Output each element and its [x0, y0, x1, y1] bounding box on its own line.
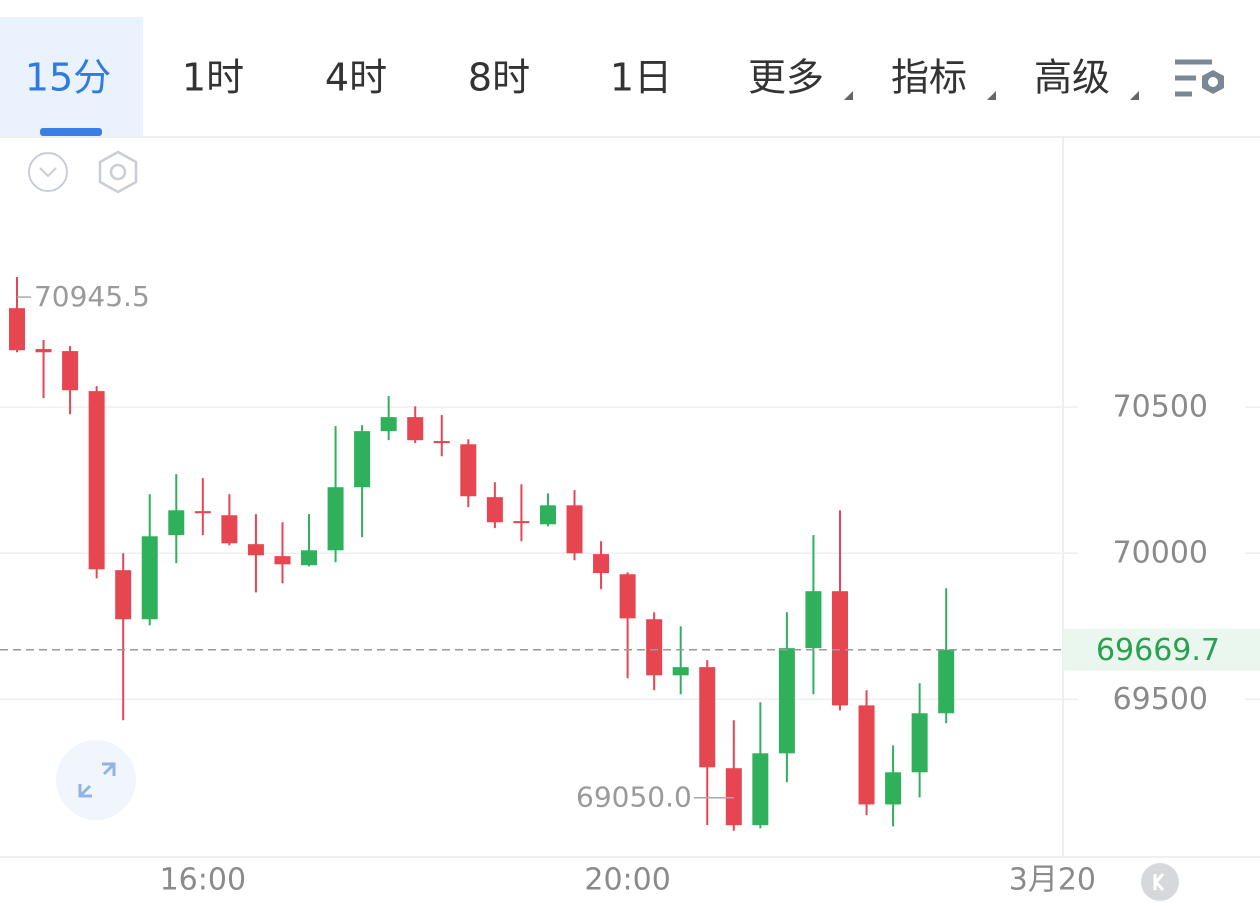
- active-tab-bg: [0, 17, 143, 137]
- tab[interactable]: 更多: [748, 56, 824, 100]
- candle-body: [911, 713, 928, 773]
- tab[interactable]: 15分: [25, 56, 111, 100]
- candle-body: [168, 510, 185, 536]
- max-label: 70945.5: [34, 280, 150, 313]
- candle-body: [752, 753, 769, 826]
- candle-body: [141, 536, 158, 620]
- y-tick-label: 69500: [1113, 682, 1208, 717]
- active-tab-indicator: [40, 128, 102, 136]
- candle-body: [539, 505, 556, 525]
- candle-body: [486, 497, 503, 523]
- candle-body: [407, 417, 424, 441]
- candle-body: [354, 431, 371, 488]
- candle-body: [433, 441, 450, 444]
- candle-body: [831, 591, 848, 706]
- tab[interactable]: 1日: [610, 56, 672, 100]
- candle-body: [115, 570, 132, 620]
- candle-body: [8, 308, 25, 351]
- candle-body: [221, 515, 238, 544]
- dropdown-arrow: [1130, 91, 1139, 100]
- settings-icon[interactable]: [1175, 59, 1224, 97]
- y-tick-label: 70500: [1113, 390, 1208, 425]
- candle-body: [805, 591, 822, 649]
- candle-body: [301, 550, 318, 566]
- candle-body: [699, 667, 716, 768]
- candle-body: [672, 667, 689, 676]
- tab[interactable]: 4时: [325, 56, 387, 100]
- tab[interactable]: 1时: [182, 56, 244, 100]
- candle-body: [778, 648, 795, 754]
- candle-body: [725, 768, 742, 826]
- candle-body: [62, 351, 79, 391]
- candle-body: [88, 391, 105, 570]
- x-tick-label: 16:00: [160, 863, 246, 898]
- candle-body: [646, 619, 663, 676]
- tab[interactable]: 8时: [468, 56, 530, 100]
- candle-body: [938, 649, 955, 714]
- candle-body: [194, 511, 211, 514]
- x-tick-label: 20:00: [584, 863, 670, 898]
- candle-body: [460, 444, 477, 497]
- candle-body: [885, 772, 902, 805]
- k-button[interactable]: [1141, 863, 1179, 901]
- tab[interactable]: 高级: [1034, 56, 1110, 100]
- tab[interactable]: 指标: [891, 56, 967, 100]
- collapse-icon[interactable]: [28, 152, 68, 192]
- x-tick-label: 3月20: [1009, 863, 1096, 898]
- candle-body: [247, 544, 264, 556]
- fullscreen-button[interactable]: [56, 740, 136, 820]
- y-tick-label: 70000: [1113, 536, 1208, 571]
- hexagon-settings-icon[interactable]: [98, 150, 138, 194]
- min-label: 69050.0: [576, 781, 692, 814]
- candle-body: [327, 487, 344, 551]
- candle-body: [380, 417, 397, 432]
- last-price-label: 69669.7: [1096, 633, 1220, 668]
- dropdown-arrow: [844, 91, 853, 100]
- last-price-box: [1063, 628, 1260, 671]
- candle-body: [593, 554, 610, 574]
- candle-body: [566, 505, 583, 554]
- candle-body: [513, 521, 530, 524]
- dropdown-arrow: [987, 91, 996, 100]
- candle-body: [619, 574, 636, 619]
- candle-body: [274, 556, 291, 565]
- candle-body: [858, 705, 875, 805]
- candle-body: [35, 349, 52, 353]
